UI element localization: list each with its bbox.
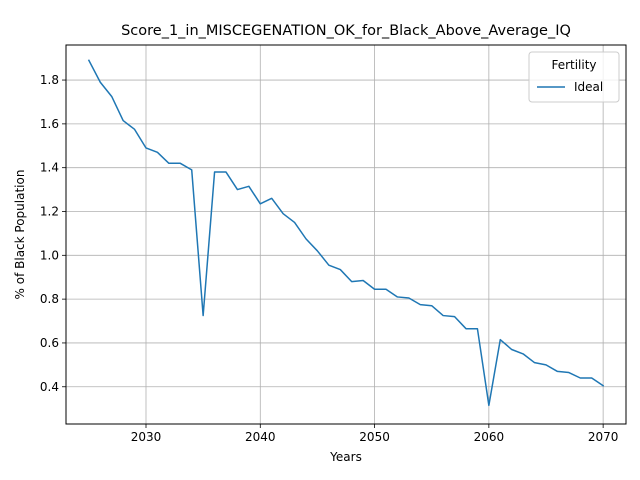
- series-line-ideal: [87, 59, 605, 407]
- chart-title: Score_1_in_MISCEGENATION_OK_for_Black_Ab…: [121, 23, 571, 39]
- legend-title: Fertility: [551, 58, 596, 72]
- legend-box: [528, 51, 620, 103]
- x-tick-label: 2030: [131, 430, 162, 444]
- y-tick-label: 1.6: [40, 117, 59, 131]
- x-tick-label: 2040: [245, 430, 276, 444]
- y-tick-label: 0.4: [40, 380, 59, 394]
- y-tick-label: 0.6: [40, 336, 59, 350]
- x-axis-ticks: 2030 2040 2050 2060 2070: [131, 424, 619, 444]
- y-axis-title: % of Black Population: [13, 170, 27, 300]
- x-tick-label: 2060: [474, 430, 505, 444]
- x-tick-label: 2050: [359, 430, 390, 444]
- y-tick-label: 1.8: [40, 73, 59, 87]
- y-tick-label: 1.0: [40, 248, 59, 262]
- legend: Fertility Ideal: [528, 51, 620, 103]
- y-axis-ticks: 0.4 0.6 0.8 1.0 1.2 1.4 1.6 1.8: [40, 73, 66, 394]
- series-lines: [87, 59, 605, 407]
- y-tick-label: 1.2: [40, 204, 59, 218]
- x-tick-label: 2070: [588, 430, 619, 444]
- y-tick-label: 1.4: [40, 161, 59, 175]
- legend-label-ideal: Ideal: [574, 80, 603, 94]
- y-tick-label: 0.8: [40, 292, 59, 306]
- plot-frame: [65, 44, 627, 425]
- x-axis-title: Years: [329, 450, 362, 464]
